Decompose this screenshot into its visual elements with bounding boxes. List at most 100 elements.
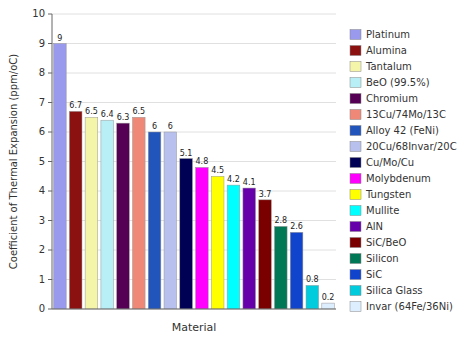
legend-swatch — [350, 110, 361, 120]
bar — [180, 159, 193, 309]
y-tick-label: 2 — [39, 244, 45, 255]
bar — [85, 117, 98, 309]
y-tick — [48, 73, 52, 74]
data-label: 5.1 — [180, 149, 193, 158]
legend-swatch — [350, 286, 361, 296]
legend-swatch — [350, 238, 361, 248]
grid-line — [52, 102, 336, 103]
legend-label: Alumina — [366, 45, 407, 56]
bar — [274, 226, 287, 309]
bar — [148, 132, 161, 309]
data-label: 4.5 — [211, 166, 224, 175]
y-tick — [48, 279, 52, 280]
grid — [52, 14, 336, 309]
legend-label: 13Cu/74Mo/13C — [366, 109, 446, 120]
y-tick — [48, 161, 52, 162]
x-axis-line — [52, 309, 336, 310]
legend-swatch — [350, 142, 361, 152]
bar — [322, 303, 335, 309]
x-axis-title: Material — [172, 321, 217, 334]
data-label: 6.5 — [132, 107, 145, 116]
y-tick-label: 0 — [39, 303, 45, 314]
y-tick — [48, 14, 52, 15]
legend-label: SiC/BeO — [366, 237, 406, 248]
data-label: 2.8 — [274, 216, 287, 225]
legend-swatch — [350, 78, 361, 88]
legend-label: Alloy 42 (FeNi) — [366, 125, 439, 136]
legend-swatch — [350, 158, 361, 168]
data-label: 6.7 — [69, 101, 82, 110]
legend-swatch — [350, 254, 361, 264]
y-tick-label: 8 — [39, 67, 45, 78]
legend-label: Tungsten — [365, 189, 411, 200]
legend-swatch — [350, 46, 361, 56]
legend-label: Cu/Mo/Cu — [366, 157, 414, 168]
y-axis-title: Coefficient of Thermal Expansion (ppm/oC… — [8, 54, 19, 269]
legend-label: Chromium — [366, 93, 418, 104]
bar — [211, 176, 224, 309]
legend-swatch — [350, 302, 361, 312]
grid-line — [52, 73, 336, 74]
bar — [69, 111, 82, 309]
bar — [227, 185, 240, 309]
data-label: 6 — [168, 122, 173, 131]
grid-line — [52, 43, 336, 44]
legend: PlatinumAluminaTantalumBeO (99.5%)Chromi… — [350, 29, 457, 312]
y-tick-label: 10 — [32, 8, 45, 19]
y-tick-label: 1 — [39, 274, 45, 285]
bar — [132, 117, 145, 309]
bar — [259, 200, 272, 309]
y-tick — [48, 220, 52, 221]
bar — [101, 120, 114, 309]
legend-label: Invar (64Fe/36Ni) — [366, 301, 453, 312]
y-tick — [48, 132, 52, 133]
legend-swatch — [350, 190, 361, 200]
grid-line — [52, 14, 336, 15]
chart-svg: 01234567891096.76.56.46.36.5665.14.84.54… — [0, 0, 474, 341]
legend-label: SiC — [366, 269, 382, 280]
y-tick — [48, 250, 52, 251]
data-label: 4.8 — [196, 157, 209, 166]
legend-swatch — [350, 94, 361, 104]
y-tick-label: 6 — [39, 126, 45, 137]
legend-label: Silica Glass — [366, 285, 423, 296]
data-label: 6.5 — [85, 107, 98, 116]
data-labels: 96.76.56.46.36.5665.14.84.54.24.13.72.82… — [57, 34, 334, 303]
y-axis-line — [52, 14, 53, 309]
legend-label: 20Cu/68Invar/20C — [366, 141, 457, 152]
legend-swatch — [350, 30, 361, 40]
bar — [117, 123, 130, 309]
y-tick-label: 3 — [39, 215, 45, 226]
legend-label: Mullite — [366, 205, 399, 216]
legend-swatch — [350, 206, 361, 216]
y-tick-label: 7 — [39, 97, 45, 108]
bar — [164, 132, 177, 309]
legend-label: Tantalum — [365, 61, 412, 72]
legend-swatch — [350, 126, 361, 136]
data-label: 6.4 — [101, 110, 114, 119]
bar — [306, 285, 319, 309]
y-tick — [48, 191, 52, 192]
data-label: 3.7 — [259, 190, 272, 199]
y-tick — [48, 43, 52, 44]
legend-swatch — [350, 222, 361, 232]
y-tick — [48, 102, 52, 103]
y-tick-label: 9 — [39, 38, 45, 49]
data-label: 0.8 — [306, 275, 319, 284]
legend-label: Platinum — [366, 29, 410, 40]
data-label: 6.3 — [117, 113, 130, 122]
bar — [196, 167, 209, 309]
bars — [54, 44, 335, 310]
bar — [290, 232, 303, 309]
data-label: 6 — [152, 122, 157, 131]
data-label: 0.2 — [322, 293, 335, 302]
bar — [54, 44, 67, 310]
data-label: 4.1 — [243, 178, 256, 187]
y-ticks: 012345678910 — [32, 8, 52, 314]
chart-container: 01234567891096.76.56.46.36.5665.14.84.54… — [0, 0, 474, 341]
y-tick-label: 5 — [39, 156, 45, 167]
bar — [243, 188, 256, 309]
legend-label: Molybdenum — [366, 173, 431, 184]
data-label: 4.2 — [227, 175, 240, 184]
legend-swatch — [350, 270, 361, 280]
